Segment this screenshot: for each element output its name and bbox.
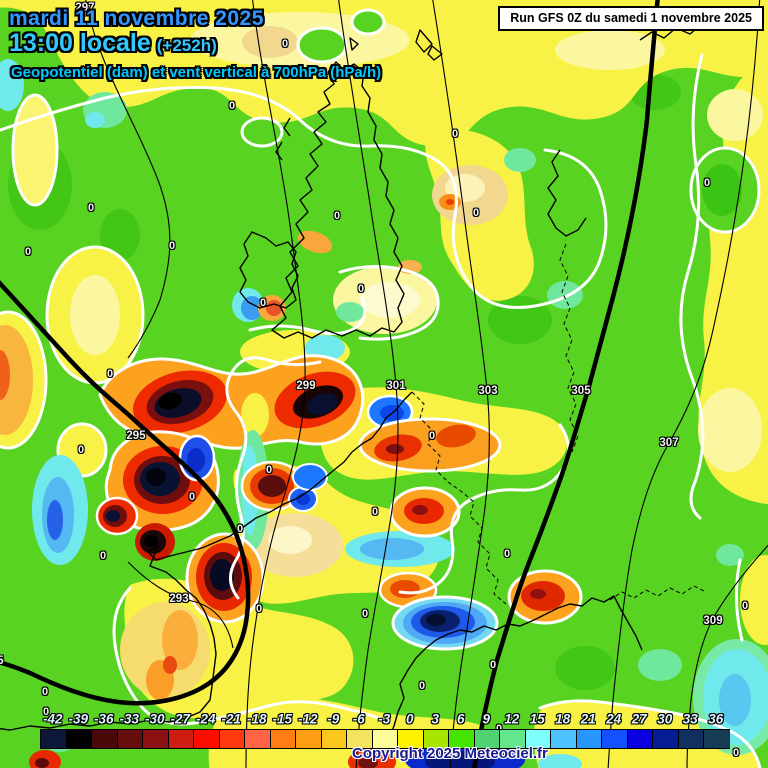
scale-cell <box>168 730 194 748</box>
date-title: mardi 11 novembre 2025 <box>9 7 264 30</box>
scale-cell <box>474 730 500 748</box>
scale-cell <box>627 730 653 748</box>
scale-cell <box>194 730 220 748</box>
scale-cell <box>245 730 271 748</box>
scale-cell <box>423 730 449 748</box>
parameter-title: Geopotentiel (dam) et vent vertical à 70… <box>11 64 382 81</box>
scale-cell <box>704 730 730 748</box>
scale-cell <box>270 730 296 748</box>
scale-cell <box>41 730 67 748</box>
scale-cell <box>117 730 143 748</box>
scale-cell <box>576 730 602 748</box>
copyright-text: Copyright 2025 Meteociel.fr <box>352 745 548 762</box>
scale-cell <box>92 730 118 748</box>
scale-cell <box>449 730 475 748</box>
scale-cell <box>66 730 92 748</box>
scale-cell <box>143 730 169 748</box>
scale-cell <box>551 730 577 748</box>
scale-cell <box>602 730 628 748</box>
scale-cell <box>347 730 373 748</box>
run-info-box: Run GFS 0Z du samedi 1 novembre 2025 <box>498 6 764 31</box>
local-time: 13:00 locale <box>9 29 151 57</box>
scale-cell <box>653 730 679 748</box>
scale-cell <box>219 730 245 748</box>
scale-cell <box>372 730 398 748</box>
scale-cell <box>500 730 526 748</box>
scale-cell <box>398 730 424 748</box>
color-scale-bar <box>40 729 730 749</box>
scale-cell <box>525 730 551 748</box>
scale-cell <box>321 730 347 748</box>
scale-cell <box>678 730 704 748</box>
forecast-offset: (+252h) <box>156 36 217 55</box>
time-title: 13:00 locale (+252h) <box>9 29 217 58</box>
scale-cell <box>296 730 322 748</box>
